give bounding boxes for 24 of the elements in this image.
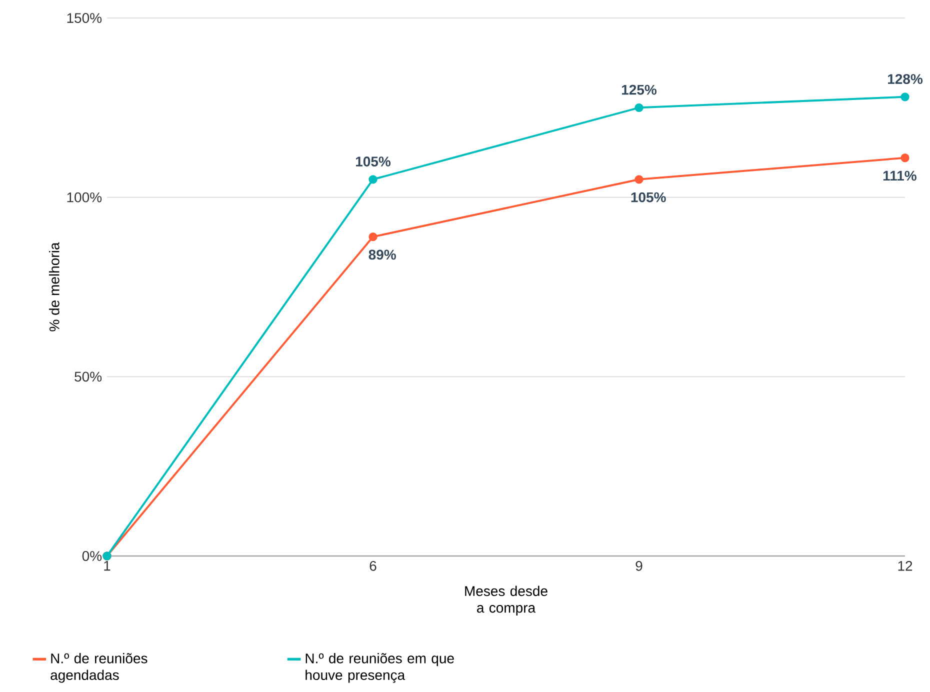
point (900, 154, 910, 162)
x-tick-label: 1 (104, 560, 110, 571)
legend-label: N.º de reuniões agendadas (50, 653, 148, 683)
data-label: 111% (883, 170, 916, 181)
x-axis-title: Meses desde a compra (465, 586, 548, 616)
y-tick-label: 0% (82, 551, 102, 561)
x-tick-label: 6 (370, 560, 376, 571)
point (634, 103, 644, 112)
point (634, 175, 644, 184)
y-tick-label: 150% (67, 13, 102, 23)
legend-label: N.º de reuniões em que houve presença (306, 653, 454, 683)
data-label: 105% (356, 156, 391, 166)
x-tick-label: 9 (636, 560, 642, 571)
data-label: 89% (368, 250, 396, 260)
point (900, 92, 910, 102)
point (368, 175, 378, 184)
point (368, 232, 378, 242)
data-label: 125% (622, 84, 657, 95)
y-axis-title: % de melhoria (49, 242, 60, 332)
data-label: 105% (631, 192, 666, 202)
y-tick-label: 50% (74, 372, 102, 382)
y-tick-label: 100% (67, 192, 102, 202)
data-label: 128% (888, 74, 923, 84)
x-tick-label: 12 (898, 560, 912, 571)
